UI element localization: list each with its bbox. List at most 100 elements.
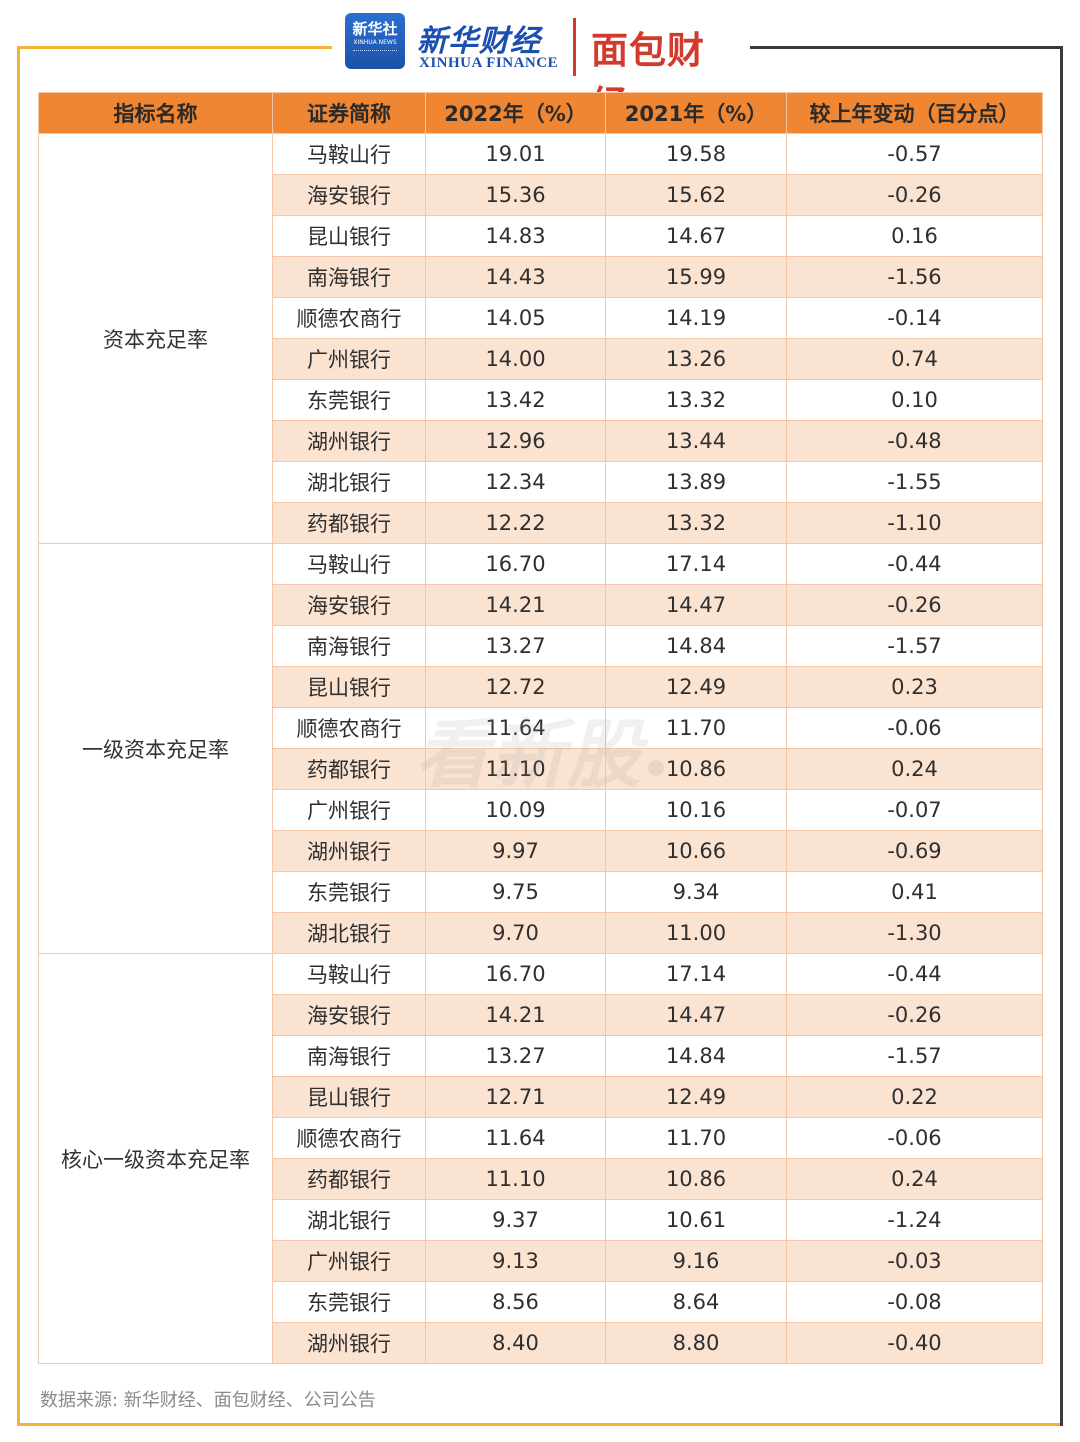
table-header-row: 指标名称 证券简称 2022年（%） 2021年（%） 较上年变动（百分点） [38,92,1043,134]
xinhua-icon-sub: XINHUA NEWS [353,39,397,46]
value-2022-cell: 9.13 [425,1240,606,1282]
security-name-cell: 顺德农商行 [272,1117,426,1159]
change-cell: -0.48 [786,420,1043,462]
frame-top-right-line [750,46,1063,49]
xinhua-icon-text: 新华社 [352,20,398,38]
change-cell: -0.26 [786,584,1043,626]
table-row: 湖州银行 9.97 10.66 -0.69 [39,830,1043,872]
value-2021-cell: 9.16 [605,1240,787,1282]
header-change: 较上年变动（百分点） [786,92,1043,134]
security-name-cell: 湖州银行 [272,830,426,872]
security-name-cell: 湖北银行 [272,912,426,954]
security-name-cell: 东莞银行 [272,871,426,913]
value-2022-cell: 14.05 [425,297,606,339]
table-row: 顺德农商行 11.64 11.70 -0.06 [39,1117,1043,1159]
security-name-cell: 南海银行 [272,625,426,667]
value-2021-cell: 10.66 [605,830,787,872]
value-2021-cell: 11.70 [605,707,787,749]
value-2021-cell: 15.62 [605,174,787,216]
value-2022-cell: 16.70 [425,543,606,585]
security-name-cell: 顺德农商行 [272,707,426,749]
change-cell: 0.24 [786,748,1043,790]
change-cell: -0.40 [786,1322,1043,1364]
value-2021-cell: 19.58 [605,133,787,175]
value-2022-cell: 8.40 [425,1322,606,1364]
value-2022-cell: 19.01 [425,133,606,175]
security-name-cell: 湖北银行 [272,461,426,503]
table-row: 顺德农商行 14.05 14.19 -0.14 [39,297,1043,339]
security-name-cell: 昆山银行 [272,666,426,708]
value-2021-cell: 13.32 [605,379,787,421]
xinhua-logo-icon: 新华社 XINHUA NEWS [345,13,405,69]
change-cell: -0.08 [786,1281,1043,1323]
value-2022-cell: 9.37 [425,1199,606,1241]
value-2022-cell: 9.70 [425,912,606,954]
header-security: 证券简称 [272,92,426,134]
change-cell: -1.57 [786,625,1043,667]
xinhua-finance-en-logo: XINHUA FINANCE [419,55,559,71]
security-name-cell: 海安银行 [272,994,426,1036]
value-2021-cell: 8.64 [605,1281,787,1323]
value-2021-cell: 12.49 [605,1076,787,1118]
change-cell: -1.57 [786,1035,1043,1077]
table-row: 顺德农商行 11.64 11.70 -0.06 [39,707,1043,749]
security-name-cell: 湖州银行 [272,1322,426,1364]
table-row: 海安银行 14.21 14.47 -0.26 [39,994,1043,1036]
change-cell: -0.69 [786,830,1043,872]
header-2022: 2022年（%） [425,92,606,134]
value-2022-cell: 12.34 [425,461,606,503]
security-name-cell: 马鞍山行 [272,953,426,995]
security-name-cell: 昆山银行 [272,215,426,257]
change-cell: 0.16 [786,215,1043,257]
frame-left-line [17,46,20,1426]
value-2021-cell: 13.44 [605,420,787,462]
value-2021-cell: 13.32 [605,502,787,544]
security-name-cell: 东莞银行 [272,379,426,421]
security-name-cell: 药都银行 [272,748,426,790]
table-row: 湖州银行 8.40 8.80 -0.40 [39,1322,1043,1364]
value-2022-cell: 10.09 [425,789,606,831]
value-2022-cell: 14.21 [425,584,606,626]
value-2022-cell: 14.83 [425,215,606,257]
value-2021-cell: 10.16 [605,789,787,831]
table-row: 湖北银行 12.34 13.89 -1.55 [39,461,1043,503]
table-row: 核心一级资本充足率 马鞍山行 16.70 17.14 -0.44 [38,953,1043,1364]
security-name-cell: 湖北银行 [272,1199,426,1241]
indicator-group-cell: 核心一级资本充足率 [38,953,273,1364]
frame-bottom-line [17,1423,1063,1426]
frame-top-left-line [17,46,332,49]
indicator-group-cell: 资本充足率 [38,133,273,544]
security-name-cell: 海安银行 [272,174,426,216]
value-2022-cell: 14.43 [425,256,606,298]
security-name-cell: 广州银行 [272,338,426,380]
security-name-cell: 马鞍山行 [272,543,426,585]
change-cell: 0.23 [786,666,1043,708]
table-row: 南海银行 14.43 15.99 -1.56 [39,256,1043,298]
change-cell: -0.26 [786,174,1043,216]
value-2021-cell: 10.61 [605,1199,787,1241]
table-row: 东莞银行 9.75 9.34 0.41 [39,871,1043,913]
change-cell: 0.24 [786,1158,1043,1200]
security-name-cell: 广州银行 [272,789,426,831]
security-name-cell: 昆山银行 [272,1076,426,1118]
value-2021-cell: 11.00 [605,912,787,954]
value-2021-cell: 14.67 [605,215,787,257]
value-2022-cell: 14.00 [425,338,606,380]
security-name-cell: 马鞍山行 [272,133,426,175]
value-2021-cell: 14.84 [605,625,787,667]
security-name-cell: 东莞银行 [272,1281,426,1323]
value-2022-cell: 13.27 [425,625,606,667]
security-name-cell: 广州银行 [272,1240,426,1282]
change-cell: -1.56 [786,256,1043,298]
security-name-cell: 药都银行 [272,502,426,544]
change-cell: -1.55 [786,461,1043,503]
capital-adequacy-table: 指标名称 证券简称 2022年（%） 2021年（%） 较上年变动（百分点） 资… [38,92,1043,1364]
value-2021-cell: 11.70 [605,1117,787,1159]
value-2021-cell: 15.99 [605,256,787,298]
value-2022-cell: 15.36 [425,174,606,216]
network-dots-icon [353,50,397,65]
change-cell: -1.24 [786,1199,1043,1241]
table-row: 广州银行 14.00 13.26 0.74 [39,338,1043,380]
value-2021-cell: 14.84 [605,1035,787,1077]
table-row: 海安银行 15.36 15.62 -0.26 [39,174,1043,216]
